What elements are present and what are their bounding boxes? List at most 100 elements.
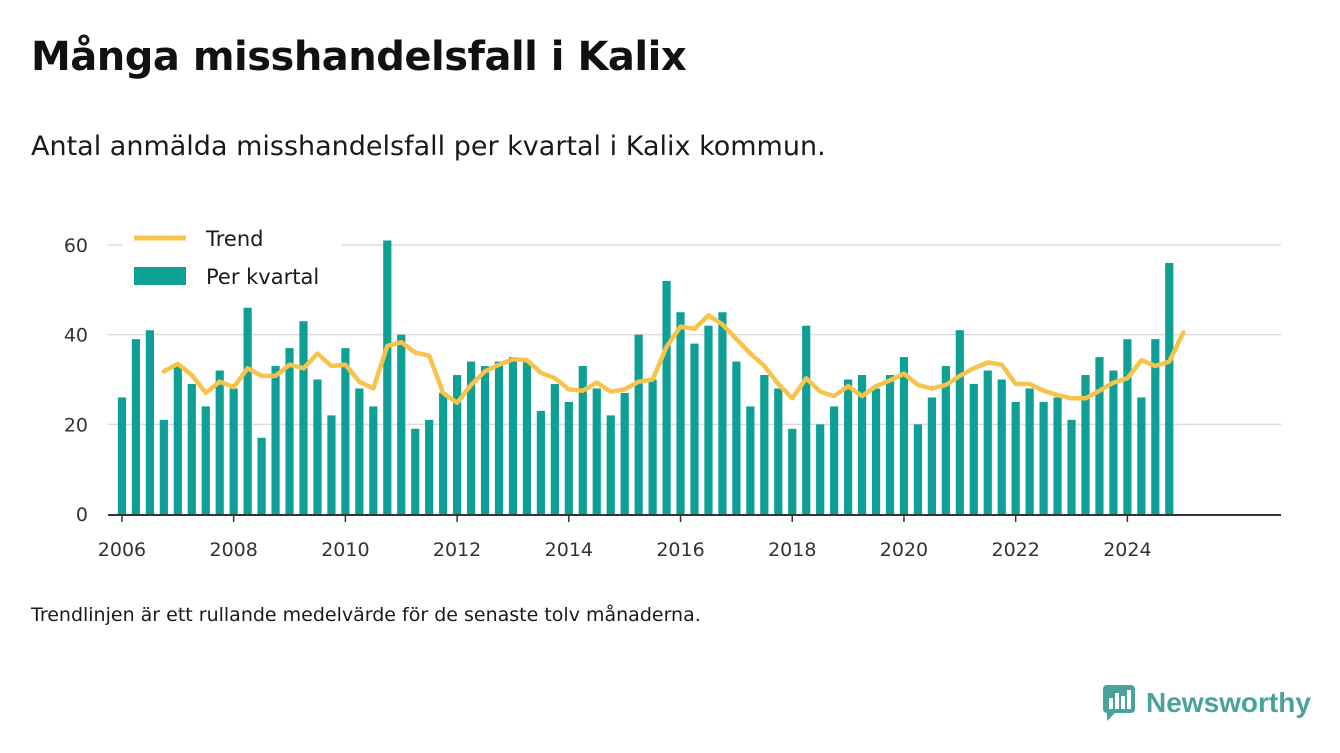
bar <box>746 406 755 514</box>
bar <box>941 366 950 514</box>
bar <box>774 388 783 514</box>
bar <box>564 401 573 514</box>
bar <box>648 379 657 514</box>
bar <box>1011 401 1020 514</box>
bar <box>816 424 825 514</box>
x-tick-label: 2006 <box>98 539 146 561</box>
bar <box>885 375 895 514</box>
legend-label: Per kvartal <box>206 265 319 289</box>
bar <box>229 388 238 514</box>
x-tick-label: 2016 <box>656 539 704 561</box>
bar <box>844 379 853 514</box>
bar <box>257 437 266 514</box>
bar <box>690 343 699 514</box>
bar <box>550 383 559 514</box>
chart-subtitle: Antal anmälda misshandelsfall per kvarta… <box>31 131 826 162</box>
bar <box>327 415 336 514</box>
x-tick-label: 2014 <box>545 539 593 561</box>
bar <box>397 334 406 514</box>
x-tick-label: 2024 <box>1103 539 1151 561</box>
x-tick-label: 2010 <box>321 539 369 561</box>
bar <box>117 397 127 514</box>
y-tick-label: 60 <box>64 235 88 257</box>
bar <box>913 424 923 514</box>
bar <box>466 361 476 514</box>
bar <box>453 375 462 514</box>
bar <box>634 334 643 514</box>
axes: 2006 2008 2010 2012 2014 2016 2018 2020 2022 2024 <box>98 514 1281 561</box>
bar <box>899 357 909 514</box>
x-tick-label: 2012 <box>433 539 481 561</box>
trend-line-group <box>161 313 1186 406</box>
bar <box>1095 357 1104 514</box>
bar <box>1025 388 1034 514</box>
bar <box>536 410 545 514</box>
bar <box>1067 419 1076 514</box>
bar <box>271 366 280 514</box>
bar <box>439 392 448 514</box>
newsworthy-logo-icon <box>1103 685 1135 721</box>
bar <box>830 406 839 514</box>
bar <box>1039 401 1048 514</box>
bar <box>857 375 867 514</box>
bar <box>187 383 196 514</box>
bar <box>1081 375 1090 514</box>
legend: Trend Per kvartal <box>122 222 342 296</box>
footnote: Trendlinjen är ett rullande medelvärde f… <box>31 604 701 626</box>
bar <box>732 361 741 514</box>
bar <box>983 370 992 514</box>
bar <box>1165 262 1174 514</box>
x-tick-label: 2008 <box>209 539 257 561</box>
bar <box>802 325 811 514</box>
x-tick-label: 2022 <box>991 539 1039 561</box>
bar <box>955 330 964 514</box>
bar <box>369 406 378 514</box>
bar <box>1123 339 1132 514</box>
bar <box>676 312 685 514</box>
chart-title: Många misshandelsfall i Kalix <box>31 34 687 80</box>
bar <box>383 240 392 514</box>
bar <box>1151 339 1160 514</box>
bar <box>662 280 671 514</box>
bar <box>704 325 713 514</box>
brand-logo: Newsworthy <box>1102 683 1311 723</box>
bar <box>341 348 350 514</box>
y-tick-label: 40 <box>64 325 88 347</box>
bar <box>285 348 294 514</box>
bar <box>411 428 420 514</box>
bar <box>788 428 797 514</box>
bar <box>606 415 615 514</box>
legend-bar-swatch <box>134 267 186 285</box>
bars <box>117 240 1174 514</box>
x-tick-label: 2020 <box>880 539 928 561</box>
bar <box>997 379 1006 514</box>
bar <box>508 357 518 514</box>
bar <box>480 366 490 514</box>
y-tick-label: 0 <box>76 504 88 526</box>
bar <box>1053 397 1062 514</box>
bar <box>620 392 629 514</box>
bar <box>173 366 182 514</box>
bar <box>1109 370 1118 514</box>
bar <box>969 383 978 514</box>
x-tick-label: 2018 <box>768 539 816 561</box>
brand-name: Newsworthy <box>1146 687 1311 718</box>
bar <box>201 406 210 514</box>
bar <box>592 388 601 514</box>
bar <box>215 370 224 514</box>
bar <box>578 366 587 514</box>
trend-line <box>161 313 1186 406</box>
bar <box>522 361 532 514</box>
y-tick-label: 20 <box>64 414 88 436</box>
bar <box>159 419 168 514</box>
bar <box>871 388 881 514</box>
bar <box>299 321 308 514</box>
bar <box>760 375 769 514</box>
bar-line-chart: 0 20 40 60 2006 2008 2010 2012 2014 2016 2018 2020… <box>63 222 1281 561</box>
bar <box>355 388 364 514</box>
bar <box>425 419 434 514</box>
bar <box>718 312 727 514</box>
bar <box>494 361 504 514</box>
bar <box>145 330 154 514</box>
bar <box>313 379 322 514</box>
